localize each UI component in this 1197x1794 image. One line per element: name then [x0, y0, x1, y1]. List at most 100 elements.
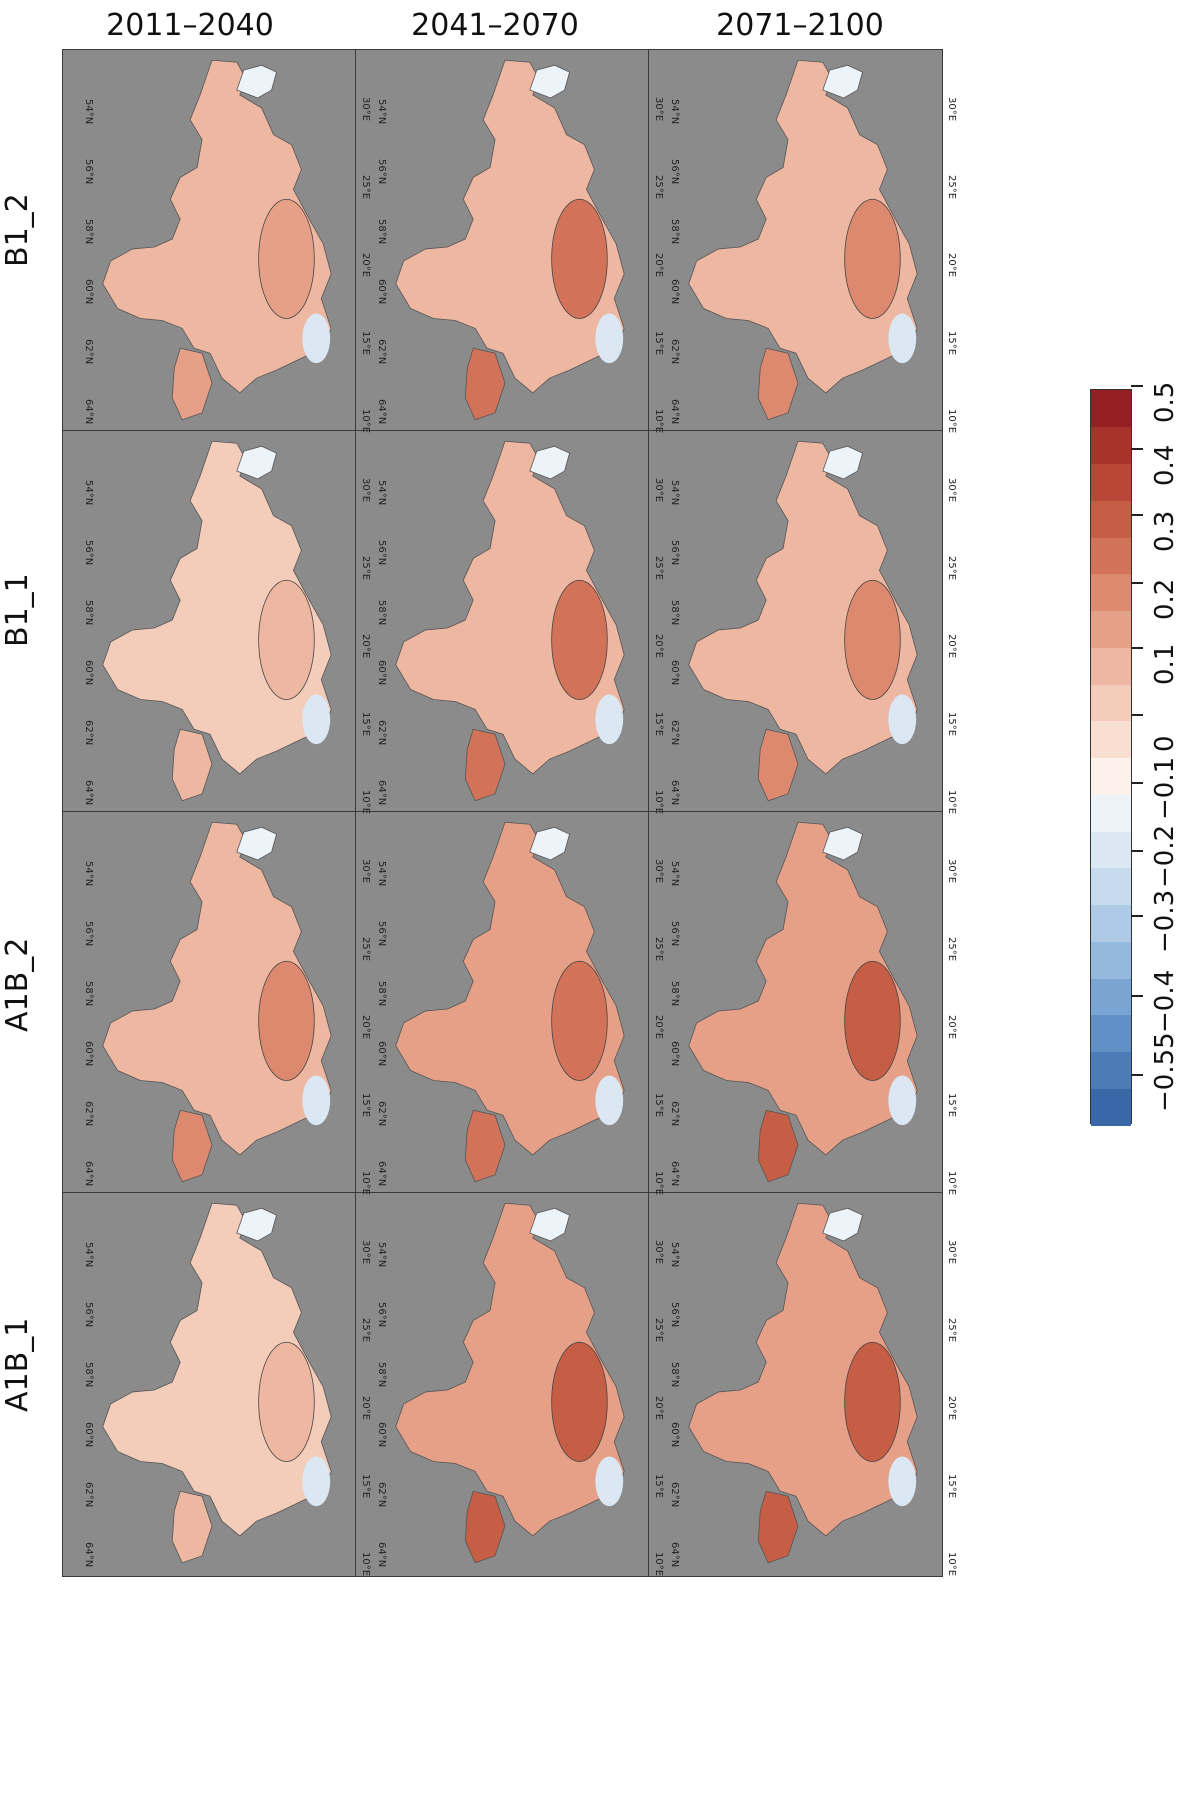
lat-tick-label: 60°N [669, 1422, 680, 1448]
lat-tick-label: 64°N [669, 1161, 680, 1187]
gulf-of-bothnia-north [822, 1207, 864, 1242]
lat-tick-label: 58°N [83, 1362, 94, 1388]
row-label-a1b-1: A1B_1 [0, 1317, 35, 1413]
lon-tick-label: 20°E [360, 1015, 371, 1040]
lon-tick-label: 20°E [653, 1396, 664, 1421]
col-header-2071-2100: 2071–2100 [716, 8, 884, 43]
lat-tick-label: 64°N [376, 780, 387, 806]
lat-tick-label: 64°N [83, 1542, 94, 1568]
map-panel-r0-c2 [648, 49, 943, 434]
lon-tick-label: 25°E [946, 1318, 957, 1343]
lon-tick-label: 10°E [360, 1552, 371, 1577]
sea-map [102, 821, 332, 1183]
lat-tick-label: 62°N [376, 720, 387, 746]
sea-map [102, 1202, 332, 1564]
lat-tick-label: 56°N [376, 921, 387, 947]
cool-anomaly-patch [595, 694, 624, 745]
lat-tick-label: 56°N [83, 540, 94, 566]
lat-tick-label: 54°N [376, 1242, 387, 1268]
colorbar-swatch [1091, 573, 1131, 611]
lon-tick-label: 15°E [653, 1093, 664, 1118]
colorbar-label: −0.4 [1150, 969, 1180, 1033]
lat-tick-label: 56°N [83, 921, 94, 947]
lon-tick-label: 15°E [653, 331, 664, 356]
lat-tick-label: 54°N [669, 99, 680, 125]
colorbar-label: 0.3 [1150, 510, 1180, 552]
colorbar-tick [1131, 582, 1143, 584]
colorbar-tick [1131, 850, 1143, 852]
warm-anomaly-contour [551, 1341, 608, 1462]
lon-tick-label: 20°E [360, 253, 371, 278]
kattegat [757, 1490, 799, 1564]
lon-tick-label: 30°E [653, 478, 664, 503]
cool-anomaly-patch [302, 1075, 331, 1126]
lon-tick-label: 20°E [653, 1015, 664, 1040]
colorbar-swatch [1091, 720, 1131, 758]
colorbar-swatch [1091, 1051, 1131, 1089]
colorbar-tick [1131, 995, 1143, 997]
colorbar-label: 0.4 [1150, 444, 1180, 486]
cool-anomaly-patch [888, 313, 917, 364]
map-panel-r3-c1 [355, 1192, 650, 1577]
lat-tick-label: 60°N [83, 1422, 94, 1448]
warm-anomaly-contour [844, 960, 901, 1081]
lat-tick-label: 56°N [669, 1302, 680, 1328]
lon-tick-label: 10°E [946, 409, 957, 434]
row-label-a1b-2: A1B_2 [0, 937, 35, 1033]
colorbar-label: −0.55 [1150, 1032, 1180, 1112]
lat-tick-label: 60°N [376, 660, 387, 686]
lon-tick-label: 30°E [360, 478, 371, 503]
lon-tick-label: 15°E [360, 712, 371, 737]
sea-map [102, 440, 332, 802]
colorbar-tick [1131, 385, 1143, 387]
map-panel-r1-c2 [648, 430, 943, 815]
map-panel-r0-c1 [355, 49, 650, 434]
lat-tick-label: 58°N [376, 219, 387, 245]
colorbar-label: 0.1 [1150, 643, 1180, 685]
lat-tick-label: 64°N [376, 1542, 387, 1568]
lat-tick-label: 64°N [83, 1161, 94, 1187]
lat-tick-label: 54°N [83, 480, 94, 506]
colorbar-swatch [1091, 831, 1131, 869]
lon-tick-label: 15°E [946, 331, 957, 356]
row-label-b1-1: B1_1 [0, 573, 35, 647]
lat-tick-label: 62°N [83, 720, 94, 746]
lat-tick-label: 54°N [376, 480, 387, 506]
colorbar-tick [1131, 514, 1143, 516]
col-header-2011-2040: 2011–2040 [106, 8, 274, 43]
gulf-of-bothnia-north [822, 64, 864, 99]
lon-tick-label: 20°E [946, 253, 957, 278]
gulf-of-bothnia-north [822, 826, 864, 861]
lat-tick-label: 62°N [376, 339, 387, 365]
lat-tick-label: 64°N [669, 399, 680, 425]
cool-anomaly-patch [595, 313, 624, 364]
kattegat [171, 1490, 213, 1564]
warm-anomaly-contour [844, 579, 901, 700]
row-label-b1-2: B1_2 [0, 193, 35, 267]
lon-tick-label: 10°E [653, 1171, 664, 1196]
lat-tick-label: 54°N [83, 99, 94, 125]
colorbar-tick [1131, 1074, 1143, 1076]
lat-tick-label: 56°N [376, 540, 387, 566]
colorbar-label: −0.3 [1150, 889, 1180, 953]
lon-tick-label: 10°E [946, 1552, 957, 1577]
lat-tick-label: 58°N [376, 600, 387, 626]
sea-map [395, 1202, 625, 1564]
colorbar-swatch [1091, 794, 1131, 832]
lat-tick-label: 56°N [669, 159, 680, 185]
lat-tick-label: 54°N [669, 1242, 680, 1268]
gulf-of-bothnia-north [529, 1207, 571, 1242]
colorbar-swatch [1091, 647, 1131, 685]
lon-tick-label: 30°E [946, 97, 957, 122]
lon-tick-label: 30°E [653, 859, 664, 884]
colorbar-tick [1131, 647, 1143, 649]
lon-tick-label: 20°E [360, 634, 371, 659]
lat-tick-label: 62°N [669, 720, 680, 746]
col-header-2041-2070: 2041–2070 [411, 8, 579, 43]
map-panel-r0-c0 [62, 49, 357, 434]
lat-tick-label: 64°N [376, 1161, 387, 1187]
map-panel-r3-c0 [62, 1192, 357, 1577]
lat-tick-label: 58°N [669, 981, 680, 1007]
warm-anomaly-contour [551, 198, 608, 319]
lon-tick-label: 20°E [946, 634, 957, 659]
